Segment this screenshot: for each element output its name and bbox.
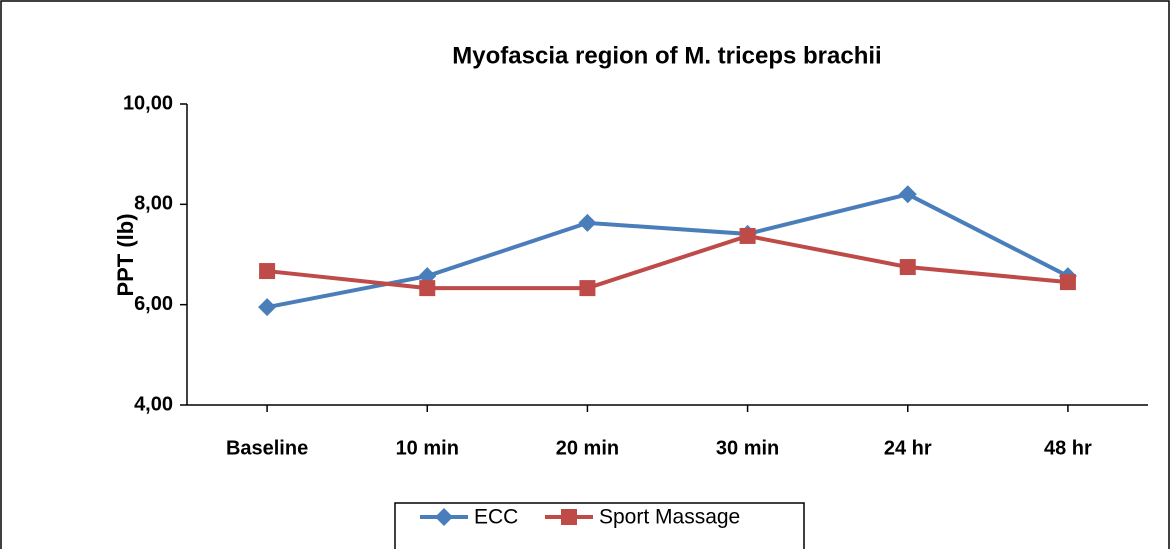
x-tick-label: 30 min <box>716 437 779 459</box>
y-tick-label: 10,00 <box>123 92 173 114</box>
data-point <box>578 213 597 232</box>
data-point <box>259 263 276 280</box>
x-tick-label: Baseline <box>226 437 308 459</box>
legend-marker <box>435 508 453 526</box>
x-tick-label: 20 min <box>556 437 619 459</box>
legend-box <box>394 502 805 549</box>
data-point <box>1059 274 1076 291</box>
y-tick-label: 6,00 <box>134 293 173 315</box>
series-line <box>266 192 1069 310</box>
y-tick-label: 4,00 <box>134 393 173 415</box>
data-point <box>579 280 596 297</box>
series-line <box>266 233 1069 291</box>
x-tick-label: 24 hr <box>884 437 932 459</box>
data-point <box>258 298 277 317</box>
data-point <box>899 259 916 276</box>
legend-marker <box>561 509 577 525</box>
chart-title: Myofascia region of M. triceps brachii <box>452 42 881 69</box>
x-tick-label: 48 hr <box>1044 437 1092 459</box>
data-point <box>419 280 436 297</box>
legend-label: ECC <box>474 506 518 529</box>
y-tick-label: 8,00 <box>134 193 173 215</box>
data-point <box>898 185 917 204</box>
legend-label: Sport Massage <box>599 506 740 529</box>
data-point <box>739 227 756 244</box>
y-axis-label: PPT (lb) <box>113 213 138 296</box>
x-tick-label: 10 min <box>396 437 459 459</box>
